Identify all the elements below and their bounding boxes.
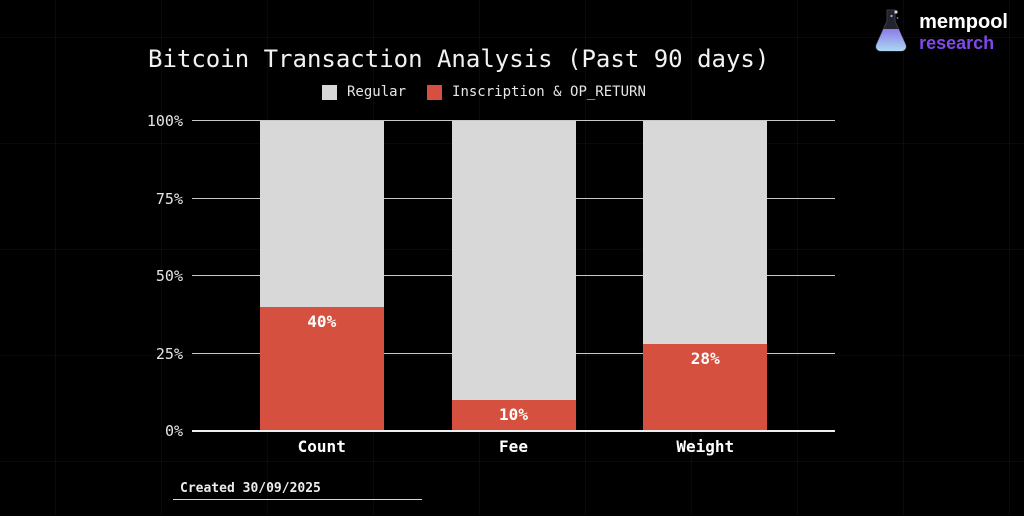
y-tick-label: 75%	[155, 189, 183, 208]
bar-segment-inscription: 10%	[451, 400, 576, 431]
legend: Regular Inscription & OP_RETURN	[322, 84, 646, 100]
bars-row: 40% Count 10% Fee 28% Weight	[192, 121, 835, 456]
legend-swatch-inscription	[427, 84, 443, 100]
legend-label-inscription: Inscription & OP_RETURN	[452, 84, 646, 100]
x-axis-label: Weight	[676, 437, 735, 456]
bar-value-label: 10%	[499, 405, 528, 424]
bar-value-label: 40%	[307, 312, 337, 331]
bar-count: 40% Count	[259, 121, 384, 456]
logo-name: mempool	[919, 10, 1008, 33]
legend-swatch-regular	[322, 84, 337, 100]
bar-weight: 28% Weight	[643, 121, 768, 456]
plot-area: 40% Count 10% Fee 28% Weight 0% 25% 50% 75% 100%	[147, 112, 835, 456]
bar-segment-regular	[451, 121, 576, 400]
bar-segment-inscription: 28%	[643, 344, 768, 431]
y-tick-label: 50%	[155, 267, 183, 285]
bar-segment-regular	[259, 121, 384, 307]
bar-segment-regular	[643, 121, 768, 345]
logo-subtitle: research	[919, 32, 995, 53]
footer-underline	[173, 499, 422, 500]
y-tick-label: 0%	[164, 422, 183, 440]
page-title: Bitcoin Transaction Analysis (Past 90 da…	[148, 45, 770, 73]
y-tick-label: 100%	[146, 112, 183, 130]
bar-segment-inscription: 40%	[259, 307, 384, 431]
x-axis-label: Fee	[499, 437, 528, 456]
y-tick-label: 25%	[155, 344, 183, 363]
flask-icon	[872, 6, 910, 57]
x-axis-line	[192, 430, 835, 432]
created-date-label: Created 30/09/2025	[180, 481, 321, 496]
legend-label-regular: Regular	[347, 84, 407, 100]
mempool-research-logo: mempool research	[872, 6, 1008, 57]
x-axis-label: Count	[297, 437, 346, 456]
logo-text: mempool research	[919, 12, 1008, 52]
bar-value-label: 28%	[690, 349, 720, 369]
legend-item-regular: Regular	[322, 84, 406, 100]
gridline	[192, 120, 835, 121]
bar-fee: 10% Fee	[451, 121, 576, 456]
legend-item-inscription: Inscription & OP_RETURN	[427, 84, 646, 100]
